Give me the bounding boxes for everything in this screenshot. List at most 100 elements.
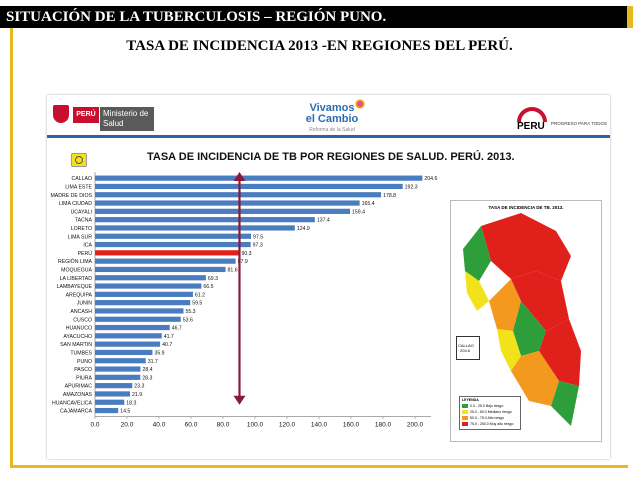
- legend-swatch: [462, 422, 468, 426]
- vivamos-tagline: Reforma de la Salud: [309, 127, 355, 133]
- star-icon: [355, 99, 365, 109]
- category-label: AYACUCHO: [63, 334, 92, 340]
- category-label: LIMA SUR: [68, 234, 92, 240]
- bar: [95, 183, 403, 190]
- bar: [95, 175, 423, 181]
- x-tick-label: 180.0: [375, 422, 392, 429]
- x-tick-label: 40.0: [153, 422, 166, 429]
- value-label: 69.3: [208, 276, 218, 282]
- peru-arc-icon: [517, 107, 547, 122]
- bar: [95, 208, 351, 214]
- category-label: LA LIBERTAD: [60, 276, 93, 282]
- legend-row: 25.0 - 50.0 Mediano riesgo: [462, 410, 518, 415]
- value-label: 28.3: [142, 375, 152, 381]
- x-tick-label: 20.0: [121, 422, 134, 429]
- value-label: 97.5: [253, 234, 263, 240]
- bar: [95, 241, 251, 248]
- bar: [95, 399, 125, 405]
- value-label: 159.4: [352, 209, 365, 215]
- bar: [95, 349, 153, 356]
- value-label: 81.6: [228, 267, 238, 273]
- bar: [95, 291, 193, 297]
- category-label: CALLAO: [72, 176, 92, 182]
- x-tick-label: 120.0: [279, 422, 296, 429]
- category-label: HUANCAVELICA: [52, 400, 93, 406]
- value-label: 28.4: [142, 367, 152, 373]
- bar: [95, 275, 206, 281]
- value-label: 124.9: [297, 226, 310, 232]
- category-label: ANCASH: [70, 309, 92, 315]
- bar: [95, 283, 202, 289]
- bar: [95, 383, 133, 389]
- value-label: 61.2: [195, 292, 205, 298]
- value-label: 97.3: [253, 243, 263, 249]
- inset-label: CALLAO: [458, 343, 474, 348]
- bar: [95, 250, 240, 256]
- map-region-northwest: [463, 226, 491, 281]
- category-label: HUANUCO: [66, 326, 92, 332]
- bar: [95, 333, 162, 339]
- peru-shield-icon: [53, 105, 69, 123]
- bar: [95, 300, 191, 306]
- legend-label: 75.0 - 250.0 Muy alto riesgo: [470, 422, 514, 426]
- category-label: ICA: [83, 243, 92, 249]
- legend-title: LEYENDA: [462, 398, 479, 402]
- value-label: 35.9: [154, 350, 164, 356]
- legend-row: 50.0 - 75.0 Alto riesgo: [462, 416, 518, 421]
- value-label: 55.3: [185, 309, 195, 315]
- chart-title: TASA DE INCIDENCIA DE TB POR REGIONES DE…: [147, 151, 515, 163]
- slide-title: SITUACIÓN DE LA TUBERCULOSIS – REGIÓN PU…: [6, 9, 387, 25]
- peru-brand-tagline: PROGRESO PARA TODOS: [551, 121, 608, 126]
- value-label: 137.4: [317, 218, 330, 224]
- value-label: 41.7: [164, 334, 174, 340]
- bar: [95, 341, 161, 347]
- legend-swatch: [462, 410, 468, 414]
- header-divider: [47, 135, 610, 138]
- value-label: 46.7: [172, 326, 182, 332]
- x-tick-label: 140.0: [311, 422, 328, 429]
- value-label: 23.3: [134, 384, 144, 390]
- category-label: APURIMAC: [65, 384, 93, 390]
- category-label: PIURA: [76, 375, 92, 381]
- value-label: 165.4: [362, 201, 375, 207]
- legend-swatch: [462, 404, 468, 408]
- bottom-accent-rule: [10, 465, 628, 468]
- category-label: PASCO: [74, 367, 92, 373]
- category-label: CUSCO: [73, 317, 92, 323]
- vivamos-line1: Vivamos: [309, 102, 355, 114]
- legend-row: 0.0 - 25.0 Bajo riesgo: [462, 404, 518, 409]
- x-tick-label: 100.0: [247, 422, 264, 429]
- category-label: MOQUEGUA: [61, 267, 92, 273]
- x-tick-label: 0.0: [90, 422, 99, 429]
- category-label: LIMA ESTE: [65, 184, 92, 190]
- peru-map-panel: TASA DE INCIDENCIA DE TB. 2013. CALLAO 2…: [450, 200, 602, 442]
- category-label: LORETO: [71, 226, 92, 232]
- x-tick-label: 60.0: [185, 422, 198, 429]
- category-label: AMAZONAS: [63, 392, 93, 398]
- slide-title-bar: SITUACIÓN DE LA TUBERCULOSIS – REGIÓN PU…: [0, 6, 633, 28]
- category-label: TUMBES: [70, 350, 92, 356]
- value-label: 87.9: [238, 259, 248, 265]
- arrow-up-icon: [233, 172, 246, 181]
- map-region-center-east: [511, 271, 569, 331]
- bar: [95, 258, 236, 264]
- bar: [95, 407, 119, 414]
- map-title: TASA DE INCIDENCIA DE TB. 2013.: [488, 205, 564, 210]
- map-region-coast-center: [497, 329, 521, 371]
- bar: [95, 324, 170, 331]
- x-tick-label: 80.0: [217, 422, 230, 429]
- value-label: 53.6: [183, 317, 193, 323]
- category-label: JUNIN: [77, 301, 93, 307]
- value-label: 59.5: [192, 301, 202, 307]
- category-label: PUNO: [77, 359, 92, 365]
- map-region-center: [513, 301, 546, 356]
- legend-swatch: [462, 416, 468, 420]
- map-region-center-west: [489, 279, 521, 331]
- category-label: LIMA CIUDAD: [59, 201, 92, 207]
- map-region-far-south: [551, 381, 579, 426]
- vivamos-line2: el Cambio: [305, 113, 359, 125]
- arrow-down-icon: [233, 395, 246, 405]
- map-region-southeast: [539, 319, 581, 386]
- value-label: 14.5: [120, 409, 130, 415]
- category-label: UCAYALI: [71, 209, 92, 215]
